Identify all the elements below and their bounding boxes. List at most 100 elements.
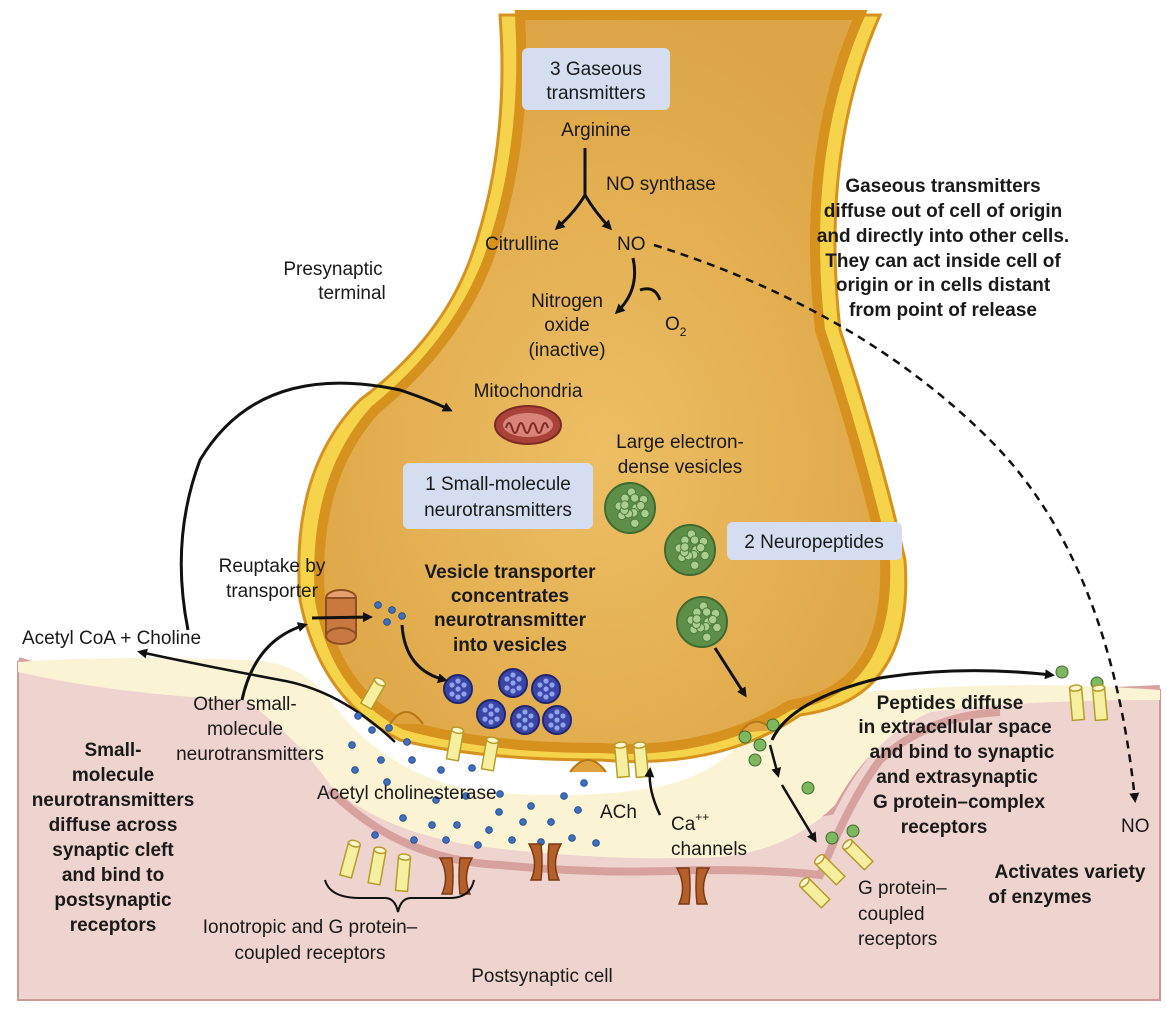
transmitter-molecule <box>368 726 376 734</box>
citrulline-label: Citrulline <box>485 234 559 255</box>
no-bottom-label: NO <box>1121 816 1150 837</box>
svg-text:They can act inside cell of: They can act inside cell of <box>825 251 1061 272</box>
small-vesicle <box>498 668 528 698</box>
svg-text:Small-: Small- <box>84 740 141 761</box>
vesicle-loading-arrow <box>400 624 448 684</box>
svg-text:neurotransmitters: neurotransmitters <box>32 790 195 811</box>
svg-text:diffuse across: diffuse across <box>49 815 178 836</box>
presynaptic-line1: Presynaptic <box>283 259 382 280</box>
postsynaptic-receptor <box>1091 684 1109 722</box>
svg-text:Gaseous transmitters: Gaseous transmitters <box>845 176 1040 197</box>
transmitter-molecule <box>547 818 555 826</box>
arrow-to-no <box>583 194 613 231</box>
gaseous-note: Gaseous transmitters diffuse out of cell… <box>817 176 1069 321</box>
svg-text:origin or in cells distant: origin or in cells distant <box>836 275 1051 296</box>
choline-to-mitochondria-arrow <box>179 381 453 631</box>
small-molecule-box-line1: 1 Small-molecule <box>425 474 571 495</box>
transmitter-molecule <box>354 712 362 720</box>
no-top-label: NO <box>617 234 646 255</box>
small-molecule-vesicles <box>443 668 572 735</box>
peptide-molecule <box>753 738 767 752</box>
ach-label: ACh <box>600 802 637 823</box>
peptide-molecule <box>748 753 762 767</box>
gaseous-box-line1: 3 Gaseous <box>550 59 642 80</box>
transmitter-molecule <box>383 778 391 786</box>
transmitter-molecule <box>428 821 436 829</box>
presynaptic-line2: terminal <box>318 283 386 304</box>
peptide-to-receptor-arrow-2 <box>780 784 817 843</box>
other-small-line1: Other small- <box>193 694 296 715</box>
svg-text:Vesicle transporter: Vesicle transporter <box>424 562 596 583</box>
svg-text:in extracellular space: in extracellular space <box>858 717 1051 738</box>
presynaptic-channel <box>632 741 650 779</box>
presynaptic-channel <box>480 736 500 772</box>
peptide-vesicle <box>604 482 656 534</box>
transmitter-molecule <box>468 764 476 772</box>
postsynaptic-receptor <box>367 846 387 886</box>
postsynaptic-label: Postsynaptic cell <box>471 966 613 987</box>
transmitter-molecule <box>351 766 359 774</box>
transmitter-molecule <box>574 806 582 814</box>
g-protein-line3: receptors <box>858 929 937 950</box>
transmitter-molecule <box>437 766 445 774</box>
transmitter-molecule <box>348 741 356 749</box>
ionotropic-channel <box>527 843 563 881</box>
no-to-oxide-arrow <box>614 257 637 315</box>
transmitter-molecule <box>519 818 527 826</box>
small-vesicle <box>542 705 572 735</box>
nitrogen-oxide-line3: (inactive) <box>528 340 605 361</box>
peptide-molecule <box>846 824 860 838</box>
transporter-out-arrow <box>311 612 373 623</box>
transmitter-molecule <box>568 834 576 842</box>
svg-text:from point of release: from point of release <box>849 300 1037 321</box>
presynaptic-channel <box>445 726 465 762</box>
g-protein-line1: G protein– <box>858 878 947 899</box>
activates-line1: Activates variety <box>994 862 1145 883</box>
small-molecule-box <box>403 463 593 529</box>
transmitter-molecule <box>560 792 568 800</box>
receptor-brace <box>324 879 475 913</box>
transmitter-molecule <box>374 601 382 609</box>
peptide-molecule <box>825 831 839 845</box>
peptide-to-receptor-arrow-1 <box>768 744 782 778</box>
ionotropic-channel <box>675 867 711 905</box>
postsynaptic-receptor <box>798 876 831 909</box>
small-molecule-box-line2: neurotransmitters <box>424 500 572 521</box>
small-vesicle <box>510 705 540 735</box>
svg-text:G protein–complex: G protein–complex <box>873 792 1046 813</box>
transmitter-molecule <box>527 802 535 810</box>
peptide-diffuse-arrow <box>770 669 1055 741</box>
ionotropic-line1: Ionotropic and G protein– <box>203 917 418 938</box>
peptide-molecule <box>738 730 752 744</box>
small-vesicle <box>443 674 473 704</box>
nitrogen-oxide-line1: Nitrogen <box>531 291 603 312</box>
fusion-sites <box>389 711 773 773</box>
peptide-molecule <box>766 718 780 732</box>
transmitter-molecule <box>496 790 504 798</box>
other-small-line2: molecule <box>207 719 283 740</box>
large-vesicles-line2: dense vesicles <box>618 457 743 478</box>
transmitter-molecule <box>442 836 450 844</box>
postsynaptic-receptor <box>813 853 846 886</box>
mitochondria-label: Mitochondria <box>474 381 583 402</box>
transmitter-molecule <box>408 756 416 764</box>
acetyl-cholinesterase-label: Acetyl cholinesterase <box>317 783 497 804</box>
arginine-label: Arginine <box>561 120 631 141</box>
transmitter-molecule <box>462 792 470 800</box>
ionotropic-channel <box>438 857 474 895</box>
transmitter-molecule <box>592 839 600 847</box>
peptide-vesicle <box>664 524 716 576</box>
postsynaptic-receptor <box>841 838 874 871</box>
ca-label: Ca++ <box>671 810 709 835</box>
transmitter-molecule <box>485 826 493 834</box>
transmitter-molecule <box>453 821 461 829</box>
g-protein-line2: coupled <box>858 904 925 925</box>
svg-text:diffuse out of cell of origin: diffuse out of cell of origin <box>824 201 1063 222</box>
transmitter-molecule <box>495 808 503 816</box>
svg-text:into vesicles: into vesicles <box>453 635 567 656</box>
peptide-molecule <box>801 781 815 795</box>
nitrogen-oxide-line2: oxide <box>544 315 589 336</box>
svg-text:and directly into other cells.: and directly into other cells. <box>817 226 1069 247</box>
transmitter-molecule <box>371 831 379 839</box>
